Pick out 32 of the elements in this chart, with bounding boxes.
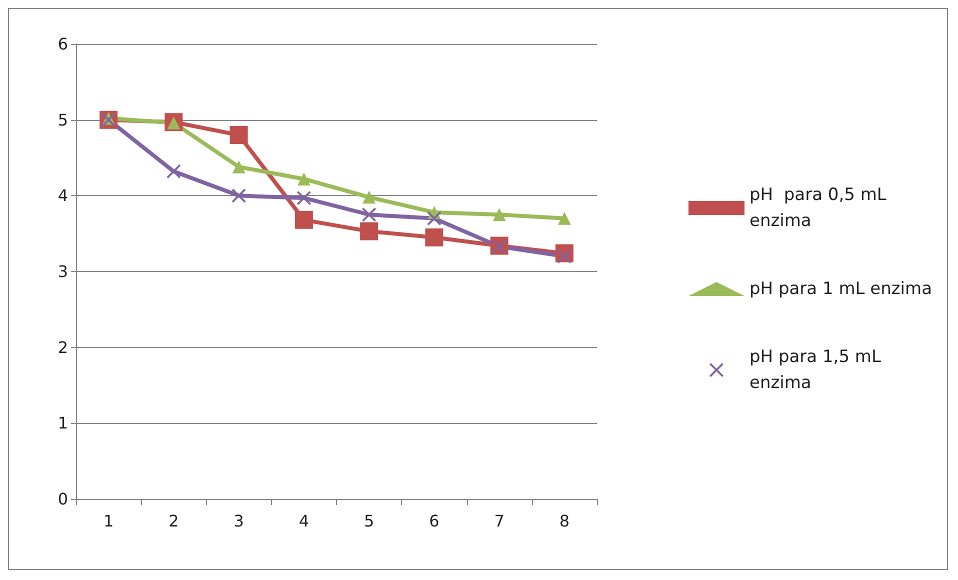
point bbox=[232, 160, 246, 174]
point bbox=[360, 222, 378, 240]
x-tick-label: 4 bbox=[298, 512, 310, 530]
point bbox=[362, 208, 376, 222]
point bbox=[492, 208, 506, 222]
point bbox=[296, 190, 311, 205]
x-tick-label: 5 bbox=[364, 512, 374, 530]
x-tick-label: 8 bbox=[559, 512, 570, 530]
point bbox=[294, 210, 313, 229]
x-tick-label: 7 bbox=[494, 512, 504, 530]
point bbox=[166, 164, 181, 178]
x-tick-label: 6 bbox=[429, 512, 440, 530]
point bbox=[230, 126, 248, 144]
legend-label: pH para 1 mL enzima bbox=[749, 279, 932, 299]
y-tick-label: 6 bbox=[58, 34, 68, 54]
legend-label: pH para 1,5 mL enzima bbox=[749, 347, 882, 393]
legend-label: pH para 0,5 mL enzima bbox=[749, 185, 887, 231]
y-tick-label: 4 bbox=[58, 186, 68, 206]
y-tick-label: 5 bbox=[58, 110, 68, 130]
y-tick-label: 3 bbox=[58, 262, 68, 281]
y-tick-label: 0 bbox=[58, 490, 68, 508]
point bbox=[362, 190, 376, 204]
x-tick-label: 1 bbox=[103, 512, 114, 530]
x-tick-label: 2 bbox=[168, 512, 179, 530]
point bbox=[558, 212, 571, 225]
y-tick-label: 2 bbox=[58, 338, 68, 357]
point bbox=[425, 228, 444, 246]
point bbox=[427, 211, 442, 226]
point bbox=[232, 188, 246, 203]
y-tick-label: 1 bbox=[58, 414, 68, 433]
x-tick-label: 3 bbox=[234, 512, 244, 530]
point bbox=[297, 172, 310, 186]
